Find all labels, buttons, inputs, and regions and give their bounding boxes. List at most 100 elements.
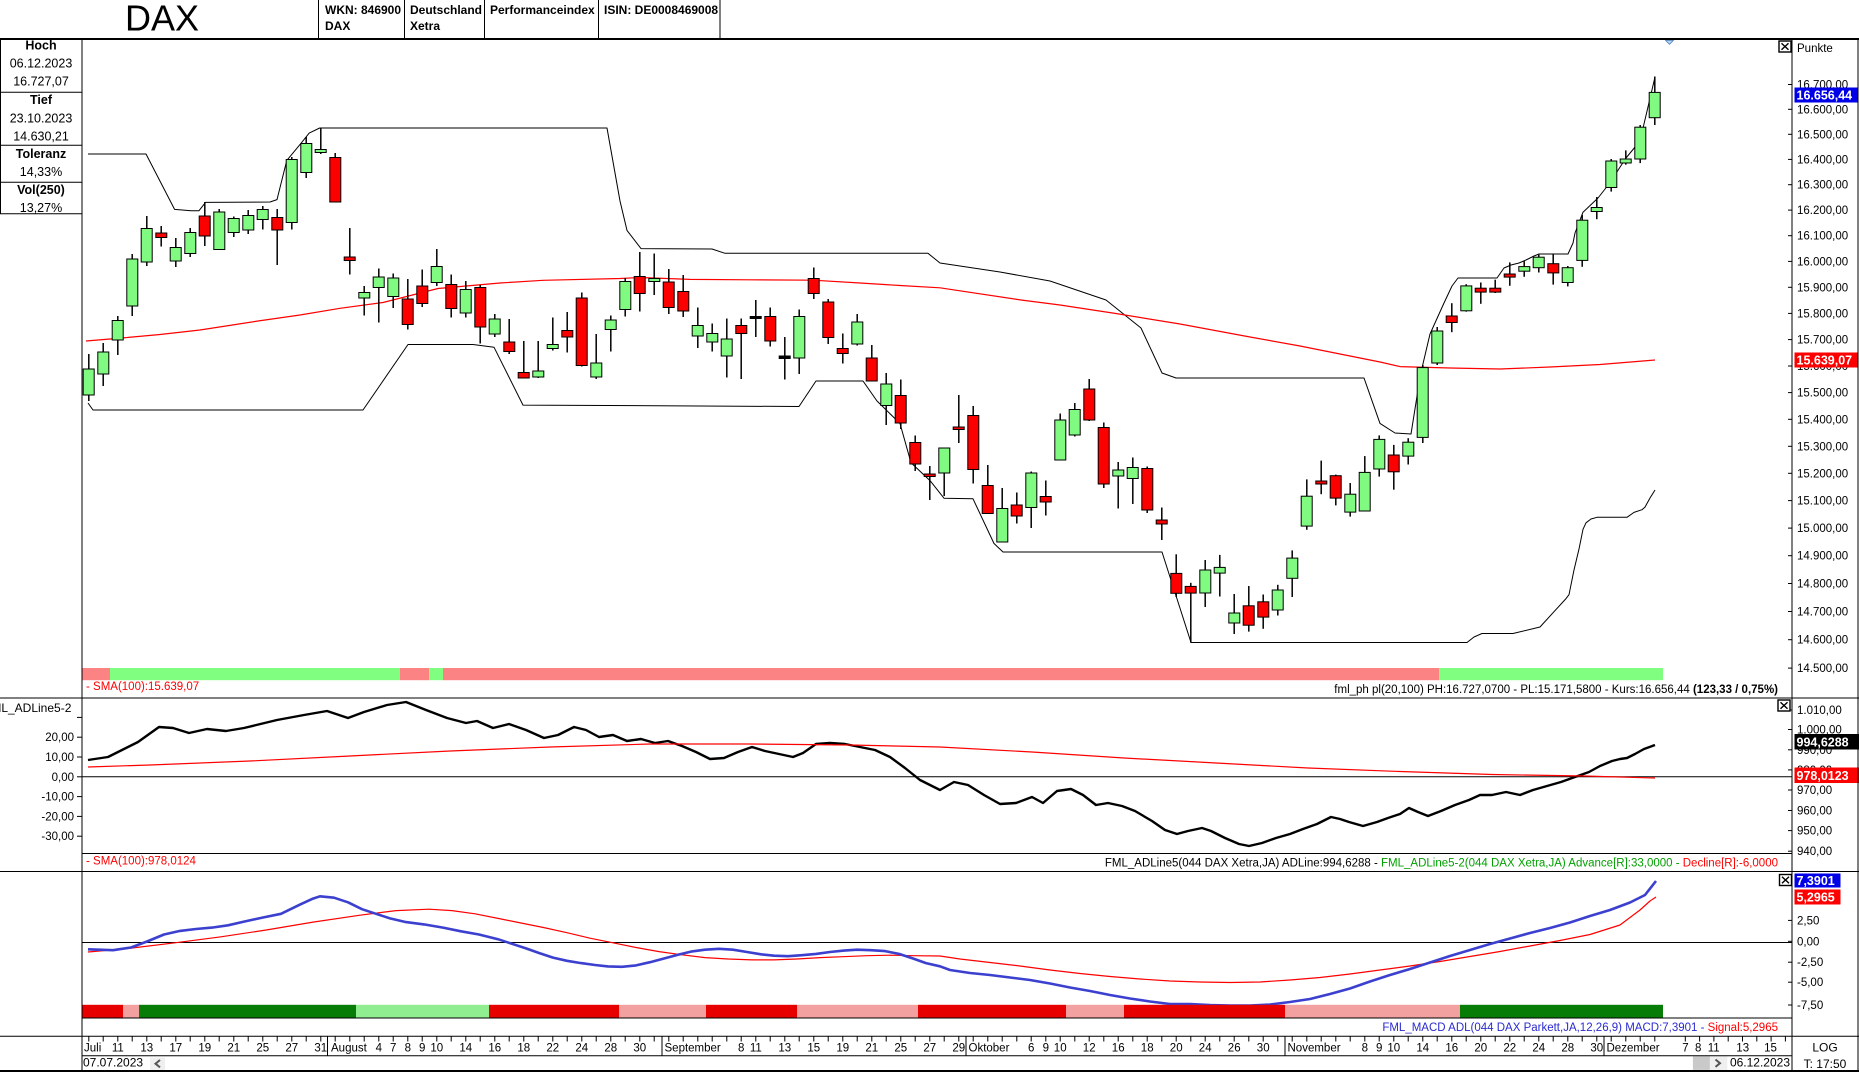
svg-text:DAX: DAX [125, 0, 199, 39]
svg-text:24: 24 [1532, 1043, 1545, 1055]
svg-text:14: 14 [1416, 1043, 1429, 1055]
svg-text:30: 30 [633, 1043, 646, 1055]
svg-text:FML_ADLine5(044 DAX Xetra,JA): FML_ADLine5(044 DAX Xetra,JA) ADLine:994… [1105, 858, 1778, 870]
svg-text:27: 27 [285, 1043, 298, 1055]
svg-text:November: November [1288, 1043, 1341, 1055]
svg-text:13: 13 [140, 1043, 153, 1055]
svg-text:18: 18 [517, 1043, 530, 1055]
svg-text:1.000,00: 1.000,00 [1797, 725, 1842, 737]
svg-text:-7,50: -7,50 [1797, 1000, 1823, 1012]
svg-text:0,00: 0,00 [1797, 936, 1819, 948]
svg-text:10: 10 [1054, 1043, 1067, 1055]
svg-text:-10,00: -10,00 [41, 792, 74, 804]
svg-text:10: 10 [430, 1043, 443, 1055]
svg-text:ISIN: DE0008469008: ISIN: DE0008469008 [604, 3, 718, 17]
svg-text:8: 8 [1695, 1043, 1701, 1055]
svg-text:WKN: 846900: WKN: 846900 [325, 3, 401, 17]
svg-text:8: 8 [1362, 1043, 1368, 1055]
svg-text:Oktober: Oktober [969, 1043, 1010, 1055]
svg-text:14.900,00: 14.900,00 [1797, 551, 1848, 563]
svg-text:Dezember: Dezember [1607, 1043, 1660, 1055]
svg-text:24: 24 [575, 1043, 588, 1055]
svg-text:15.639,07: 15.639,07 [1797, 354, 1853, 368]
svg-text:0,00: 0,00 [52, 772, 74, 784]
svg-text:07.07.2023: 07.07.2023 [83, 1056, 143, 1070]
svg-text:16: 16 [1445, 1043, 1458, 1055]
svg-text:12: 12 [1083, 1043, 1096, 1055]
svg-text:24: 24 [1199, 1043, 1212, 1055]
svg-text:15.700,00: 15.700,00 [1797, 335, 1848, 347]
svg-text:9: 9 [1376, 1043, 1382, 1055]
svg-text:LOG: LOG [1812, 1041, 1837, 1055]
svg-text:20: 20 [1474, 1043, 1487, 1055]
svg-text:FML_MACD ADL(044 DAX Parkett,J: FML_MACD ADL(044 DAX Parkett,JA,12,26,9)… [1382, 1022, 1778, 1034]
svg-text:06.12.2023: 06.12.2023 [10, 57, 73, 71]
svg-text:14,33%: 14,33% [20, 165, 62, 179]
svg-text:16.600,00: 16.600,00 [1797, 104, 1848, 116]
svg-text:14: 14 [459, 1043, 472, 1055]
svg-text:T: 17:50: T: 17:50 [1804, 1057, 1847, 1071]
svg-text:-5,00: -5,00 [1797, 977, 1823, 989]
svg-text:960,00: 960,00 [1797, 806, 1832, 818]
svg-text:2,50: 2,50 [1797, 915, 1819, 927]
svg-text:16.000,00: 16.000,00 [1797, 256, 1848, 268]
svg-text:7: 7 [1682, 1043, 1688, 1055]
svg-text:978,0123: 978,0123 [1797, 769, 1849, 783]
svg-text:7,3901: 7,3901 [1797, 874, 1835, 888]
svg-text:September: September [665, 1043, 721, 1055]
svg-text:13: 13 [778, 1043, 791, 1055]
svg-text:-30,00: -30,00 [41, 831, 74, 843]
svg-text:20: 20 [1170, 1043, 1183, 1055]
svg-text:Tief: Tief [30, 93, 53, 107]
svg-text:Xetra: Xetra [410, 19, 440, 33]
svg-text:8: 8 [405, 1043, 411, 1055]
svg-text:Toleranz: Toleranz [16, 147, 66, 161]
svg-text:15.400,00: 15.400,00 [1797, 414, 1848, 426]
svg-text:16.200,00: 16.200,00 [1797, 205, 1848, 217]
svg-text:16.727,07: 16.727,07 [13, 75, 69, 89]
svg-text:- SMA(100):15.639,07: - SMA(100):15.639,07 [86, 681, 199, 693]
svg-text:17: 17 [169, 1043, 182, 1055]
svg-text:970,00: 970,00 [1797, 785, 1832, 797]
svg-text:13: 13 [1736, 1043, 1749, 1055]
svg-text:16.400,00: 16.400,00 [1797, 154, 1848, 166]
svg-text:16.656,44: 16.656,44 [1797, 89, 1853, 103]
svg-text:Juli: Juli [84, 1043, 101, 1055]
svg-text:August: August [331, 1043, 368, 1055]
svg-text:6: 6 [1028, 1043, 1034, 1055]
svg-text:10,00: 10,00 [45, 752, 74, 764]
svg-text:16.300,00: 16.300,00 [1797, 180, 1848, 192]
svg-text:23.10.2023: 23.10.2023 [10, 112, 73, 126]
svg-text:994,6288: 994,6288 [1797, 736, 1849, 750]
svg-text:940,00: 940,00 [1797, 846, 1832, 858]
svg-text:-20,00: -20,00 [41, 811, 74, 823]
svg-text:14.600,00: 14.600,00 [1797, 635, 1848, 647]
svg-text:13,27%: 13,27% [20, 201, 62, 215]
svg-text:18: 18 [1141, 1043, 1154, 1055]
svg-text:15.200,00: 15.200,00 [1797, 468, 1848, 480]
svg-text:4: 4 [376, 1043, 383, 1055]
svg-text:15.800,00: 15.800,00 [1797, 308, 1848, 320]
svg-text:8: 8 [738, 1043, 744, 1055]
svg-text:22: 22 [546, 1043, 559, 1055]
svg-text:16.100,00: 16.100,00 [1797, 231, 1848, 243]
svg-text:11: 11 [112, 1043, 124, 1055]
svg-text:15: 15 [1764, 1043, 1777, 1055]
svg-text:Deutschland: Deutschland [410, 3, 482, 17]
svg-text:Vol(250): Vol(250) [17, 183, 65, 197]
svg-text:16.500,00: 16.500,00 [1797, 129, 1848, 141]
svg-text:14.800,00: 14.800,00 [1797, 579, 1848, 591]
svg-text:19: 19 [198, 1043, 211, 1055]
svg-text:14.630,21: 14.630,21 [13, 130, 69, 144]
svg-text:26: 26 [1228, 1043, 1241, 1055]
svg-text:fml_ph pl(20,100) PH:16.727,07: fml_ph pl(20,100) PH:16.727,0700 - PL:15… [1334, 684, 1778, 696]
svg-text:28: 28 [1561, 1043, 1574, 1055]
svg-text:16: 16 [1112, 1043, 1125, 1055]
svg-text:22: 22 [1503, 1043, 1516, 1055]
svg-text:15.300,00: 15.300,00 [1797, 441, 1848, 453]
svg-text:-2,50: -2,50 [1797, 957, 1823, 969]
svg-text:Punkte: Punkte [1797, 43, 1833, 55]
svg-text:Hoch: Hoch [25, 39, 56, 53]
svg-text:28: 28 [604, 1043, 617, 1055]
svg-text:06.12.2023: 06.12.2023 [1730, 1056, 1790, 1070]
